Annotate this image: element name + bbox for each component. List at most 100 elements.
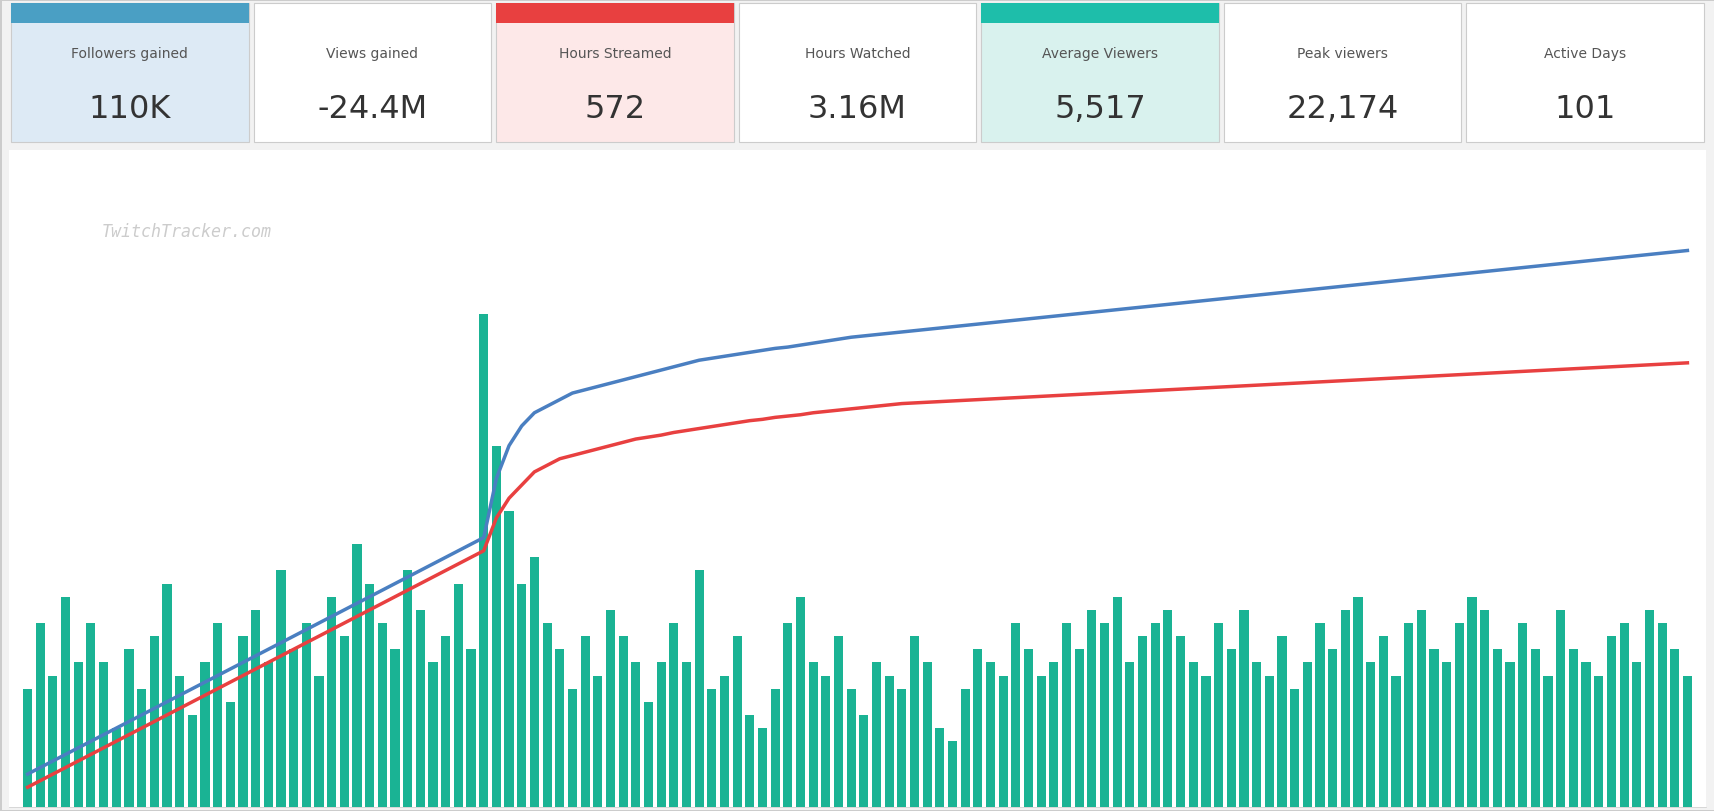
Bar: [1075, 650, 1083, 807]
Bar: [974, 650, 982, 807]
Bar: [1011, 623, 1020, 807]
Bar: [1315, 623, 1323, 807]
Bar: [1491, 650, 1501, 807]
Bar: [720, 676, 728, 807]
Bar: [125, 650, 134, 807]
Bar: [377, 623, 387, 807]
Bar: [1390, 676, 1400, 807]
Bar: [948, 741, 956, 807]
Bar: [530, 558, 538, 807]
Bar: [1366, 663, 1375, 807]
Bar: [163, 584, 171, 807]
Text: Average Viewers: Average Viewers: [1042, 47, 1157, 61]
Bar: [706, 689, 716, 807]
Bar: [1061, 623, 1071, 807]
Bar: [48, 676, 58, 807]
Bar: [1352, 597, 1361, 807]
Bar: [250, 610, 261, 807]
Bar: [998, 676, 1008, 807]
Bar: [859, 715, 867, 807]
Bar: [1176, 637, 1184, 807]
Bar: [643, 702, 653, 807]
Bar: [1289, 689, 1299, 807]
Bar: [770, 689, 780, 807]
Bar: [960, 689, 968, 807]
Bar: [910, 637, 919, 807]
Bar: [276, 571, 286, 807]
Bar: [1441, 663, 1450, 807]
Bar: [833, 637, 843, 807]
Text: 22,174: 22,174: [1286, 94, 1399, 125]
Bar: [302, 623, 310, 807]
Bar: [783, 623, 792, 807]
Bar: [86, 623, 96, 807]
Text: TwitchTracker.com: TwitchTracker.com: [101, 223, 273, 241]
Bar: [1568, 650, 1577, 807]
Bar: [175, 676, 183, 807]
Bar: [807, 663, 818, 807]
Bar: [746, 715, 754, 807]
Bar: [365, 584, 374, 807]
Bar: [201, 663, 209, 807]
Bar: [1428, 650, 1438, 807]
Bar: [213, 623, 223, 807]
Bar: [440, 637, 451, 807]
Bar: [339, 637, 348, 807]
Bar: [1049, 663, 1058, 807]
Bar: [605, 610, 615, 807]
Text: 110K: 110K: [89, 94, 171, 125]
Bar: [593, 676, 602, 807]
Bar: [1112, 597, 1121, 807]
Bar: [1035, 676, 1046, 807]
Bar: [327, 597, 336, 807]
Bar: [466, 650, 475, 807]
Bar: [821, 676, 830, 807]
Bar: [254, 4, 490, 143]
Bar: [579, 637, 590, 807]
Bar: [187, 715, 197, 807]
Text: Hours Streamed: Hours Streamed: [559, 47, 670, 61]
Text: 3.16M: 3.16M: [807, 94, 907, 125]
Text: 5,517: 5,517: [1054, 94, 1145, 125]
Bar: [619, 637, 627, 807]
Bar: [314, 676, 324, 807]
Bar: [922, 663, 931, 807]
Bar: [1162, 610, 1172, 807]
Bar: [1453, 623, 1464, 807]
Bar: [1251, 663, 1260, 807]
Text: -24.4M: -24.4M: [317, 94, 427, 125]
Bar: [1594, 676, 1603, 807]
Bar: [1378, 637, 1387, 807]
Bar: [567, 689, 576, 807]
Bar: [1099, 623, 1109, 807]
Text: Followers gained: Followers gained: [72, 47, 189, 61]
Bar: [403, 571, 411, 807]
Bar: [1467, 597, 1476, 807]
Bar: [1239, 610, 1248, 807]
Text: Views gained: Views gained: [326, 47, 418, 61]
Bar: [1681, 676, 1692, 807]
Bar: [1505, 663, 1513, 807]
Bar: [36, 623, 45, 807]
Text: Active Days: Active Days: [1543, 47, 1625, 61]
Bar: [656, 663, 665, 807]
Bar: [542, 623, 552, 807]
Bar: [1188, 663, 1196, 807]
Bar: [353, 544, 362, 807]
Bar: [986, 663, 994, 807]
Bar: [62, 597, 70, 807]
Bar: [1327, 650, 1337, 807]
Bar: [518, 584, 526, 807]
Bar: [631, 663, 639, 807]
Bar: [1416, 610, 1424, 807]
Bar: [1224, 4, 1460, 143]
Bar: [871, 663, 881, 807]
Bar: [1263, 676, 1274, 807]
Bar: [758, 728, 766, 807]
Bar: [391, 650, 399, 807]
Bar: [1138, 637, 1147, 807]
Bar: [980, 4, 1219, 143]
Bar: [74, 663, 82, 807]
Text: Peak viewers: Peak viewers: [1296, 47, 1387, 61]
Bar: [884, 676, 893, 807]
